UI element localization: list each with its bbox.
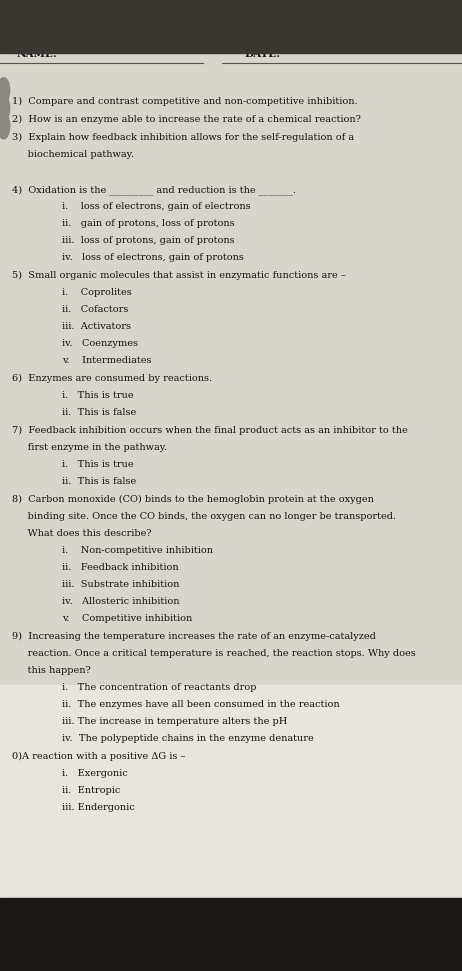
Text: i.   The concentration of reactants drop: i. The concentration of reactants drop <box>62 683 257 691</box>
Text: i.   This is true: i. This is true <box>62 390 134 400</box>
Text: 1)  Compare and contrast competitive and non-competitive inhibition.: 1) Compare and contrast competitive and … <box>12 96 357 106</box>
Text: ii.  This is false: ii. This is false <box>62 477 137 486</box>
Circle shape <box>0 78 10 103</box>
Text: 3)  Explain how feedback inhibition allows for the self-regulation of a: 3) Explain how feedback inhibition allow… <box>12 132 354 142</box>
Text: i.   This is true: i. This is true <box>62 459 134 469</box>
Circle shape <box>0 96 10 121</box>
Text: 4)  Oxidation is the _________ and reduction is the _______.: 4) Oxidation is the _________ and reduct… <box>12 184 296 195</box>
Text: i.    loss of electrons, gain of electrons: i. loss of electrons, gain of electrons <box>62 202 251 211</box>
Text: What does this describe?: What does this describe? <box>12 528 151 538</box>
Circle shape <box>0 114 10 139</box>
Text: iv.   Coenzymes: iv. Coenzymes <box>62 339 139 348</box>
Text: 2)  How is an enzyme able to increase the rate of a chemical reaction?: 2) How is an enzyme able to increase the… <box>12 115 360 123</box>
Text: this happen?: this happen? <box>12 665 90 675</box>
Text: 9)  Increasing the temperature increases the rate of an enzyme-catalyzed: 9) Increasing the temperature increases … <box>12 631 376 641</box>
Text: ii.  Entropic: ii. Entropic <box>62 786 121 794</box>
Text: iv.  The polypeptide chains in the enzyme denature: iv. The polypeptide chains in the enzyme… <box>62 733 314 743</box>
Text: iii.  Activators: iii. Activators <box>62 321 131 331</box>
Text: v.    Intermediates: v. Intermediates <box>62 355 152 365</box>
Text: i.    Coprolites: i. Coprolites <box>62 287 132 297</box>
Text: NAME:: NAME: <box>16 50 57 59</box>
Text: ii.   gain of protons, loss of protons: ii. gain of protons, loss of protons <box>62 218 235 228</box>
Text: DATE:: DATE: <box>245 50 281 59</box>
Text: 7)  Feedback inhibition occurs when the final product acts as an inhibitor to th: 7) Feedback inhibition occurs when the f… <box>12 425 407 435</box>
Text: binding site. Once the CO binds, the oxygen can no longer be transported.: binding site. Once the CO binds, the oxy… <box>12 512 395 520</box>
Bar <box>0 898 462 971</box>
Text: iv.   Allosteric inhibition: iv. Allosteric inhibition <box>62 596 180 606</box>
Text: 8)  Carbon monoxide (CO) binds to the hemoglobin protein at the oxygen: 8) Carbon monoxide (CO) binds to the hem… <box>12 494 373 504</box>
Text: ii.  The enzymes have all been consumed in the reaction: ii. The enzymes have all been consumed i… <box>62 699 340 709</box>
Bar <box>0 0 462 53</box>
Text: iii. Endergonic: iii. Endergonic <box>62 802 135 812</box>
Text: first enzyme in the pathway.: first enzyme in the pathway. <box>12 443 167 452</box>
Text: i.    Non-competitive inhibition: i. Non-competitive inhibition <box>62 546 213 554</box>
Text: iii.  loss of protons, gain of protons: iii. loss of protons, gain of protons <box>62 236 235 245</box>
Text: iii.  Substrate inhibition: iii. Substrate inhibition <box>62 580 180 588</box>
Text: ii.   Cofactors: ii. Cofactors <box>62 305 129 314</box>
Text: ii.  This is false: ii. This is false <box>62 408 137 417</box>
Text: v.    Competitive inhibition: v. Competitive inhibition <box>62 614 193 622</box>
Text: 0)A reaction with a positive ΔG is –: 0)A reaction with a positive ΔG is – <box>12 752 185 760</box>
Text: 6)  Enzymes are consumed by reactions.: 6) Enzymes are consumed by reactions. <box>12 374 212 383</box>
Text: iv.   loss of electrons, gain of protons: iv. loss of electrons, gain of protons <box>62 252 244 262</box>
Text: iii. The increase in temperature alters the pH: iii. The increase in temperature alters … <box>62 717 288 725</box>
Text: i.   Exergonic: i. Exergonic <box>62 768 128 778</box>
Text: reaction. Once a critical temperature is reached, the reaction stops. Why does: reaction. Once a critical temperature is… <box>12 649 415 657</box>
Text: 5)  Small organic molecules that assist in enzymatic functions are –: 5) Small organic molecules that assist i… <box>12 271 345 280</box>
Bar <box>0 685 462 898</box>
Text: biochemical pathway.: biochemical pathway. <box>12 150 134 158</box>
Text: ii.   Feedback inhibition: ii. Feedback inhibition <box>62 562 179 572</box>
